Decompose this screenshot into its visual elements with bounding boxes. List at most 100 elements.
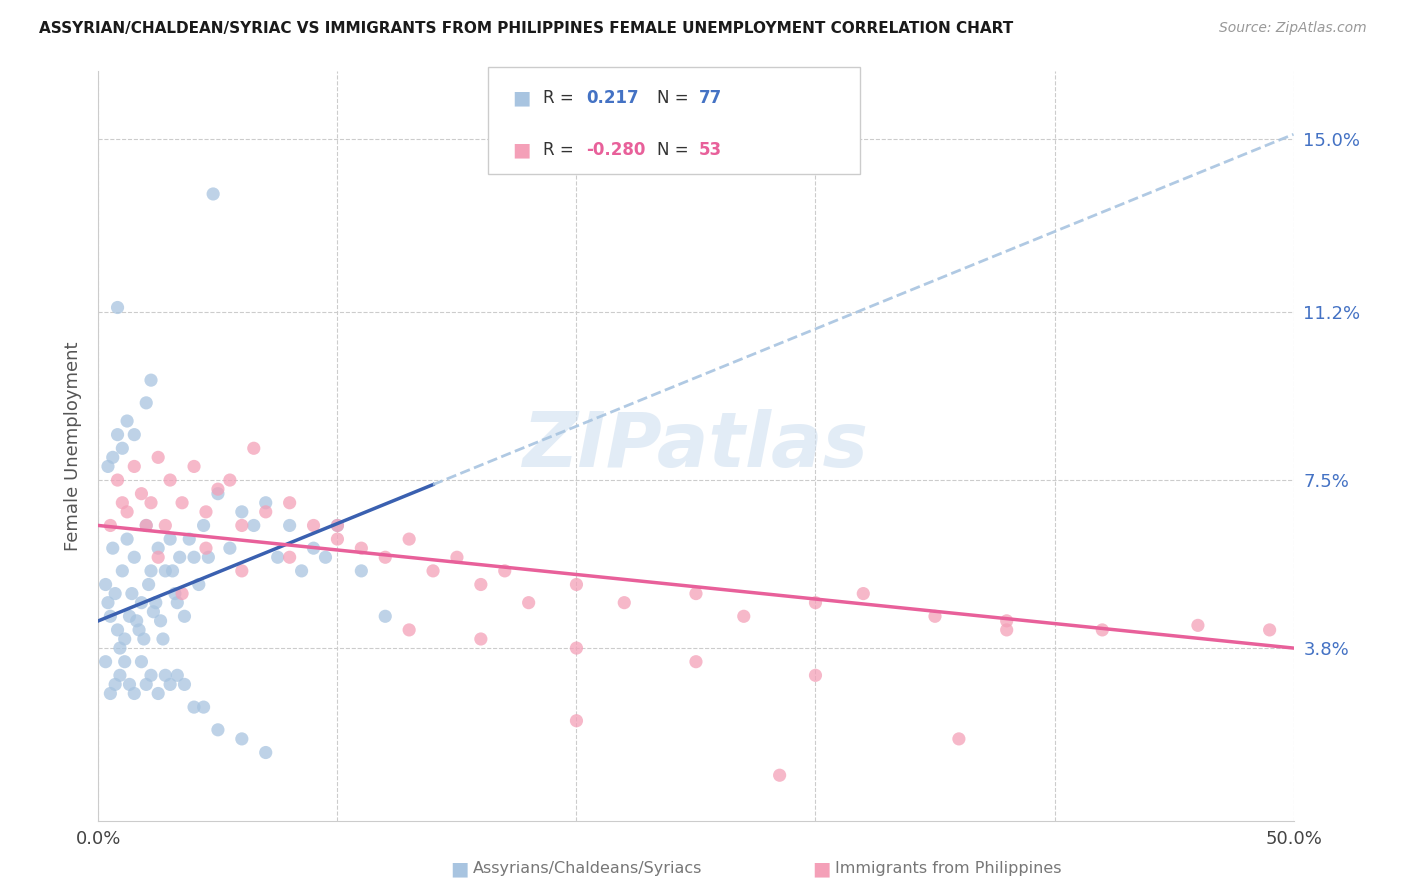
Text: Source: ZipAtlas.com: Source: ZipAtlas.com <box>1219 21 1367 36</box>
Point <box>155 668 177 682</box>
Point <box>139 496 162 510</box>
Text: ■: ■ <box>512 140 530 160</box>
Point <box>254 496 277 510</box>
Point <box>148 550 170 565</box>
Point <box>114 655 136 669</box>
Point <box>111 564 134 578</box>
Point <box>111 442 134 456</box>
Point <box>97 596 120 610</box>
Text: ■: ■ <box>813 859 831 879</box>
Point <box>315 550 337 565</box>
Point <box>148 686 170 700</box>
Point <box>107 427 129 442</box>
Point <box>166 668 188 682</box>
Point <box>108 641 131 656</box>
Point <box>155 518 177 533</box>
Point <box>115 532 138 546</box>
Point <box>202 186 225 201</box>
Point <box>398 623 420 637</box>
Point <box>302 518 325 533</box>
Point <box>98 609 122 624</box>
Point <box>374 550 396 565</box>
Point <box>104 586 127 600</box>
Point <box>267 550 290 565</box>
Point <box>139 564 162 578</box>
Point <box>131 486 153 500</box>
Point <box>139 668 162 682</box>
Point <box>159 473 181 487</box>
Point <box>101 450 124 465</box>
Point <box>125 614 148 628</box>
Point <box>166 596 188 610</box>
Point <box>124 459 146 474</box>
Point <box>231 518 253 533</box>
Text: -0.280: -0.280 <box>586 141 645 159</box>
Point <box>302 541 325 556</box>
Point <box>107 301 129 315</box>
Point <box>159 532 181 546</box>
Text: ■: ■ <box>512 88 530 108</box>
Point <box>152 632 174 646</box>
Point <box>98 518 122 533</box>
Point <box>187 577 209 591</box>
Point <box>98 686 122 700</box>
Y-axis label: Female Unemployment: Female Unemployment <box>63 342 82 550</box>
Point <box>685 655 707 669</box>
Point <box>219 541 242 556</box>
Point <box>565 714 588 728</box>
Point <box>94 577 117 591</box>
Point <box>183 700 205 714</box>
Text: 0.217: 0.217 <box>586 89 638 107</box>
Point <box>685 586 707 600</box>
Point <box>114 632 136 646</box>
Point <box>94 655 117 669</box>
Point <box>243 518 266 533</box>
Point <box>804 668 827 682</box>
Point <box>139 373 162 387</box>
Point <box>172 496 194 510</box>
Point <box>852 586 875 600</box>
Point <box>193 700 215 714</box>
Point <box>231 731 253 746</box>
Point <box>104 677 127 691</box>
Point <box>179 532 201 546</box>
Point <box>470 632 492 646</box>
Point <box>231 564 253 578</box>
Point <box>254 746 277 760</box>
Point <box>924 609 946 624</box>
Point <box>101 541 124 556</box>
Point <box>135 518 157 533</box>
Point <box>131 596 153 610</box>
Point <box>1091 623 1114 637</box>
Point <box>121 586 143 600</box>
Text: ASSYRIAN/CHALDEAN/SYRIAC VS IMMIGRANTS FROM PHILIPPINES FEMALE UNEMPLOYMENT CORR: ASSYRIAN/CHALDEAN/SYRIAC VS IMMIGRANTS F… <box>39 21 1014 37</box>
Point <box>135 677 157 691</box>
Text: R =: R = <box>543 89 579 107</box>
Point <box>197 550 219 565</box>
Point <box>1187 618 1209 632</box>
Point <box>1258 623 1281 637</box>
Point <box>173 677 195 691</box>
Point <box>163 586 186 600</box>
Point <box>494 564 516 578</box>
Point <box>207 486 229 500</box>
Point <box>326 518 349 533</box>
Text: 77: 77 <box>699 89 723 107</box>
Point <box>162 564 184 578</box>
Point <box>326 518 349 533</box>
Point <box>183 459 205 474</box>
Point <box>350 541 373 556</box>
Point <box>124 550 146 565</box>
Point <box>107 623 129 637</box>
Point <box>124 686 146 700</box>
Point <box>149 614 172 628</box>
Point <box>128 623 150 637</box>
Point <box>733 609 755 624</box>
Point <box>517 596 540 610</box>
Point <box>115 505 138 519</box>
Point <box>350 564 373 578</box>
Point <box>173 609 195 624</box>
Point <box>291 564 314 578</box>
Point <box>422 564 444 578</box>
Point <box>326 532 349 546</box>
